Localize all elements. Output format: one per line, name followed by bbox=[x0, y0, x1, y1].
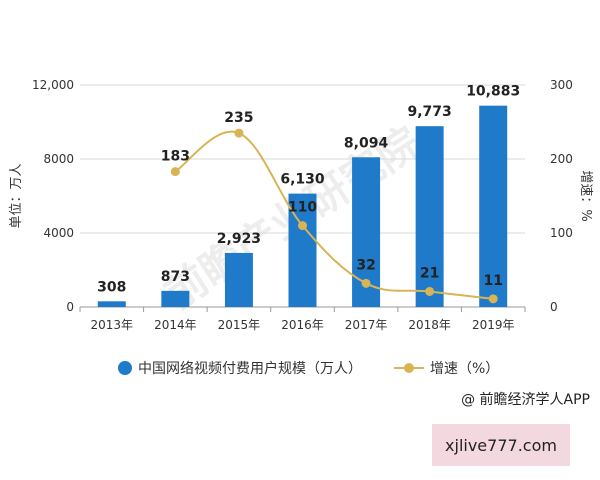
line-data-label: 11 bbox=[483, 273, 502, 289]
bar-data-label: 8,094 bbox=[344, 135, 389, 151]
x-tick-label: 2013年 bbox=[91, 318, 134, 332]
legend-line-label: 增速（%） bbox=[430, 361, 500, 377]
line-point bbox=[425, 286, 435, 296]
line-point bbox=[234, 128, 244, 138]
x-tick-label: 2016年 bbox=[281, 318, 324, 332]
bar-data-label: 6,130 bbox=[280, 172, 325, 188]
line-data-label: 235 bbox=[224, 110, 253, 126]
y-left-tick-label: 8000 bbox=[43, 152, 74, 166]
legend-bar-swatch bbox=[118, 361, 132, 375]
legend-bar-label: 中国网络视频付费用户规模（万人） bbox=[138, 361, 362, 377]
y-left-tick-label: 12,000 bbox=[32, 78, 74, 92]
line-data-label: 21 bbox=[420, 265, 439, 281]
x-tick-label: 2015年 bbox=[218, 318, 261, 332]
y-right-tick-label: 200 bbox=[550, 152, 573, 166]
bar bbox=[224, 252, 253, 307]
x-tick-label: 2019年 bbox=[472, 318, 515, 332]
bar bbox=[97, 301, 126, 307]
y-left-tick-label: 0 bbox=[66, 300, 74, 314]
bar-data-label: 9,773 bbox=[407, 104, 451, 120]
overlay-watermark-box: xjlive777.com bbox=[432, 424, 570, 466]
legend-item-growth: 增速（%） bbox=[394, 358, 499, 378]
overlay-watermark-text: xjlive777.com bbox=[445, 435, 557, 455]
bar bbox=[415, 126, 444, 308]
y-left-tick-label: 4000 bbox=[43, 226, 74, 240]
line-point bbox=[488, 294, 498, 304]
bar bbox=[161, 290, 190, 307]
bar-data-label: 873 bbox=[161, 269, 190, 285]
bar bbox=[479, 105, 508, 308]
line-data-label: 183 bbox=[161, 149, 190, 165]
bar-data-label: 308 bbox=[97, 279, 126, 295]
source-credit: @ 前瞻经济学人APP bbox=[461, 392, 590, 408]
y-left-axis-title: 单位：万人 bbox=[9, 163, 24, 228]
line-data-label: 32 bbox=[356, 257, 375, 273]
line-point bbox=[170, 167, 180, 177]
bar-data-label: 10,883 bbox=[466, 84, 520, 100]
legend-line-swatch bbox=[394, 361, 424, 375]
legend-item-users: 中国网络视频付费用户规模（万人） bbox=[118, 358, 362, 378]
x-tick-label: 2014年 bbox=[154, 318, 197, 332]
line-point bbox=[298, 221, 307, 231]
legend: 中国网络视频付费用户规模（万人） 增速（%） bbox=[118, 358, 499, 378]
x-tick-label: 2018年 bbox=[408, 318, 451, 332]
line-data-label: 110 bbox=[288, 200, 317, 216]
y-right-tick-label: 300 bbox=[550, 78, 573, 92]
y-right-tick-label: 100 bbox=[550, 226, 573, 240]
y-right-axis-title: 增速：% bbox=[578, 170, 593, 221]
x-tick-label: 2017年 bbox=[345, 318, 388, 332]
bar-data-label: 2,923 bbox=[217, 231, 261, 247]
line-point bbox=[361, 278, 371, 288]
y-right-tick-label: 0 bbox=[550, 300, 558, 314]
